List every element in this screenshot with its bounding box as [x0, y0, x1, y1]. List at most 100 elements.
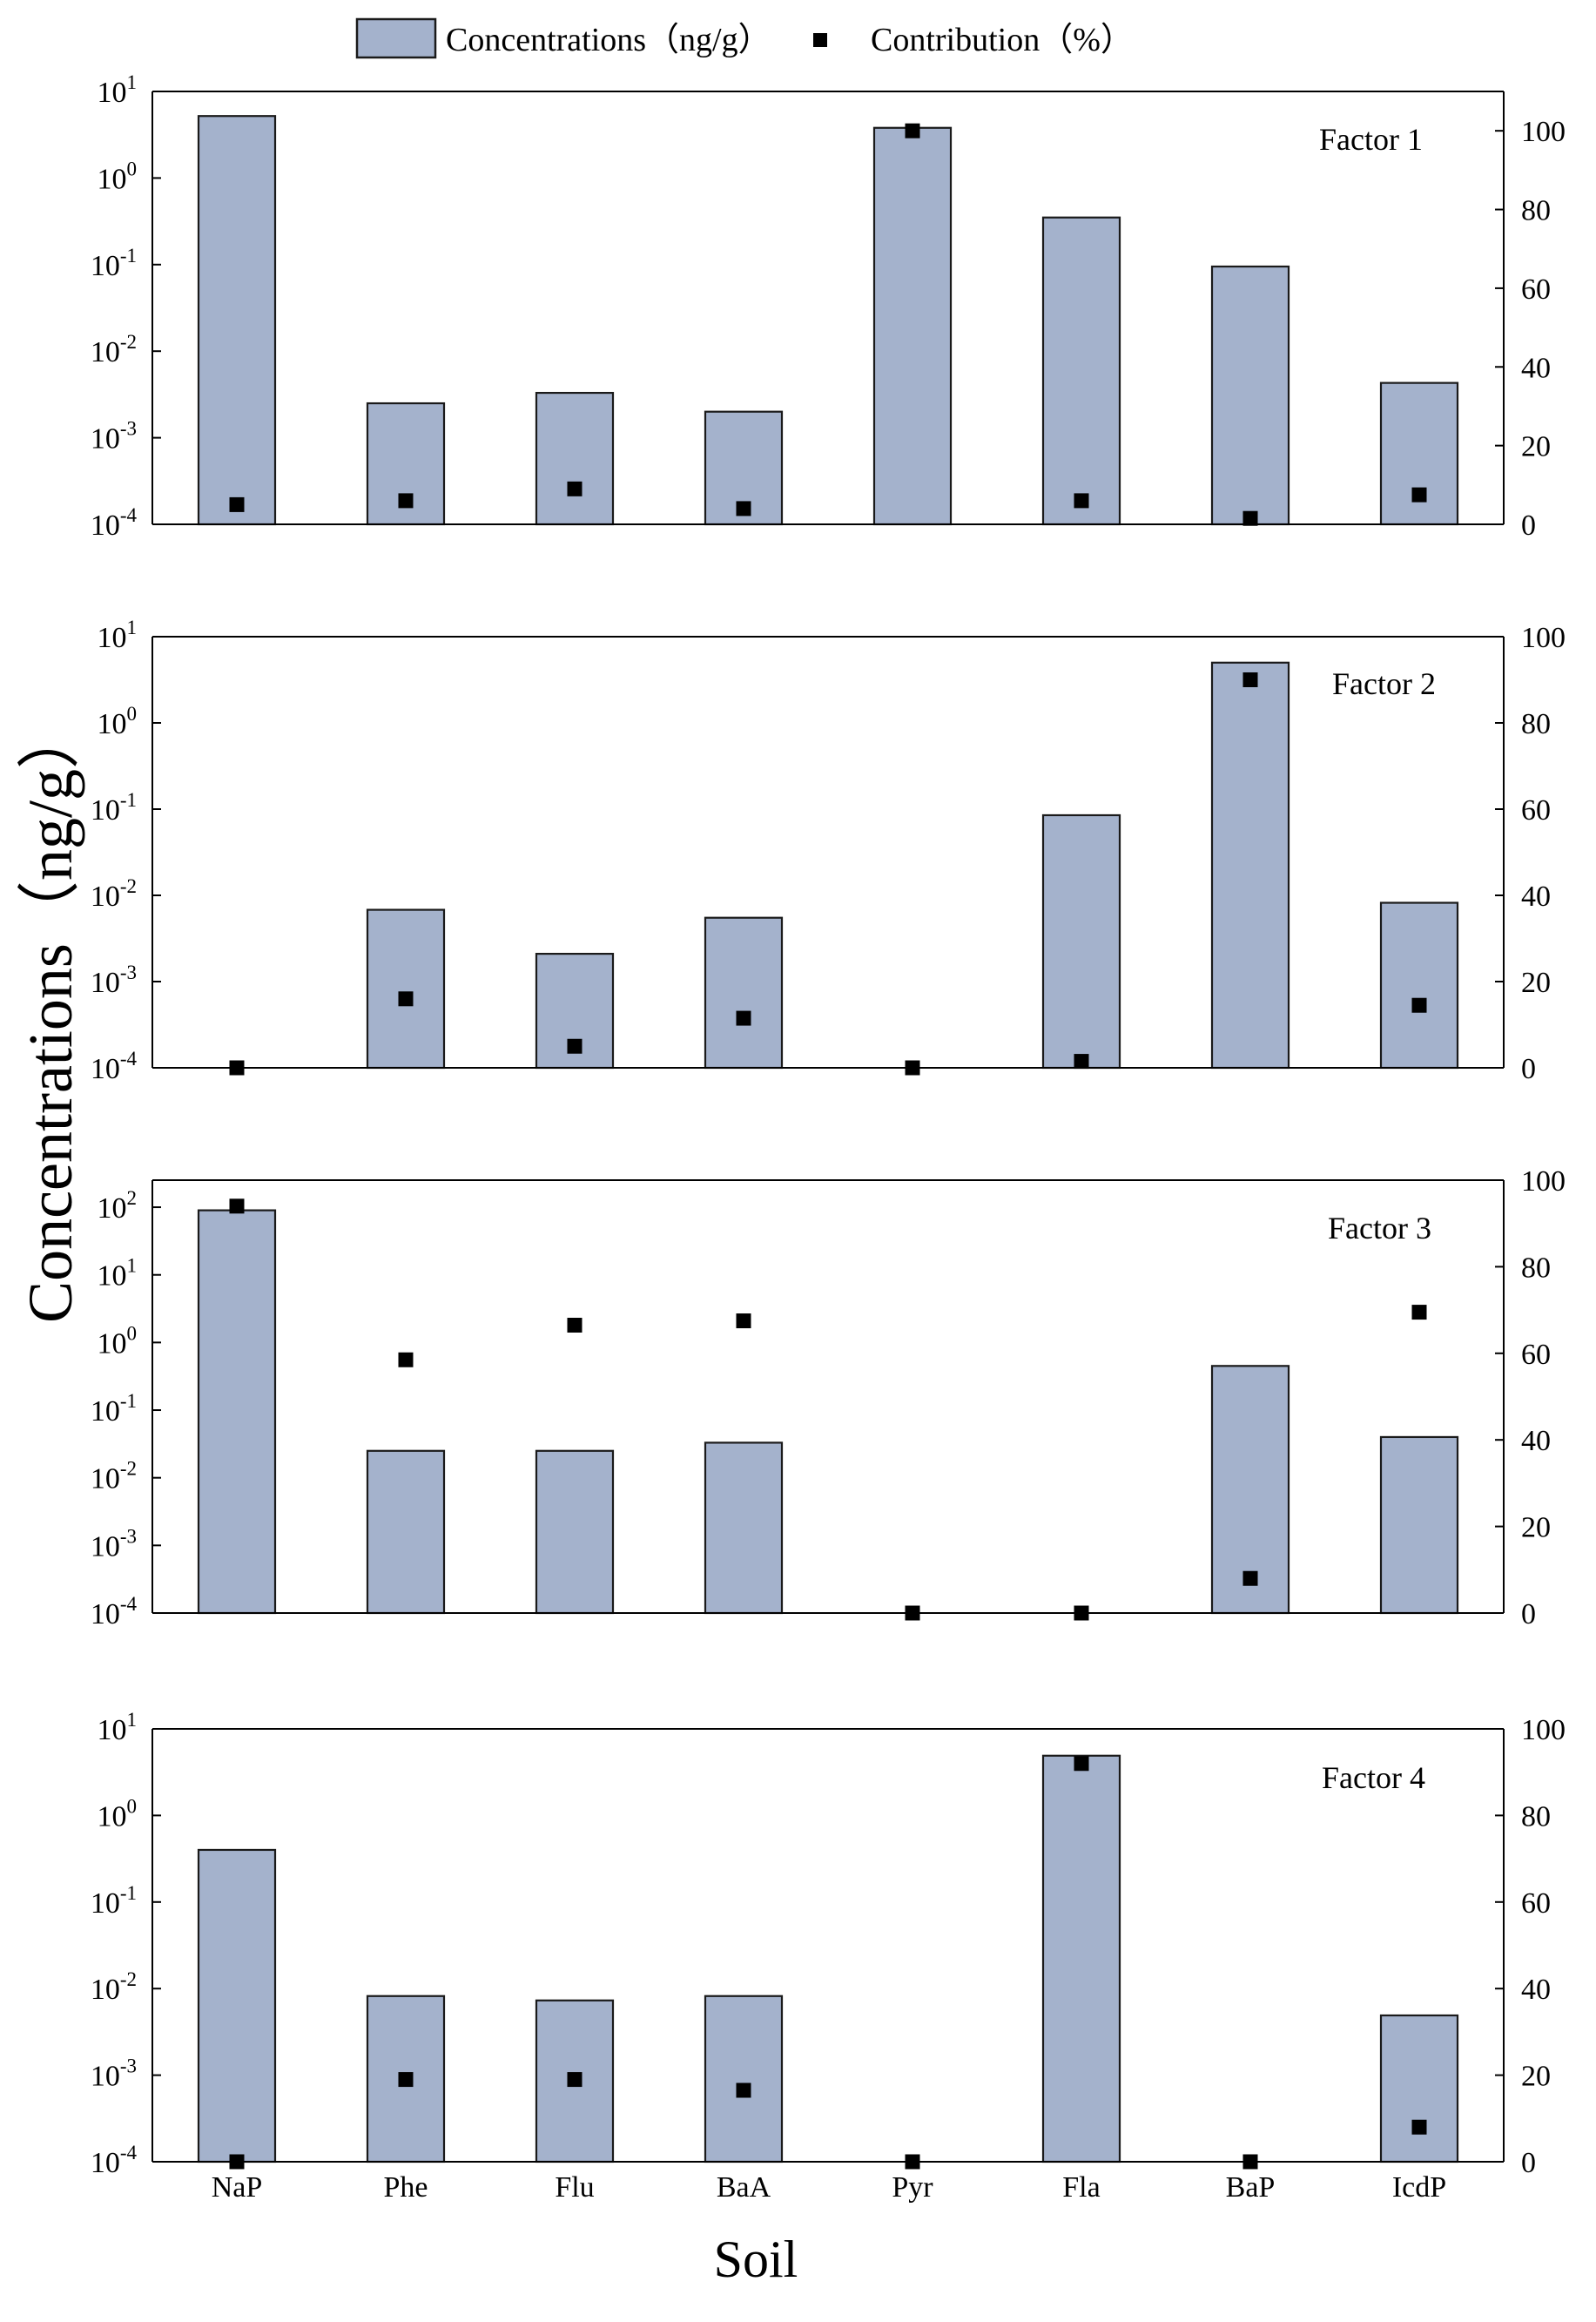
right-tick-label: 20	[1521, 1512, 1551, 1544]
right-tick-label: 0	[1521, 510, 1536, 542]
left-tick-label: 101	[98, 617, 138, 654]
bar-IcdP	[1379, 901, 1459, 1070]
factor-label: Factor 2	[1332, 666, 1436, 701]
legend: Concentrations（ng/g） Contribution（%）	[355, 17, 1134, 59]
y-axis-label: Concentrations（ng/g）	[16, 706, 85, 1323]
left-tick-label: 10-4	[91, 504, 138, 542]
right-tick-label: 20	[1521, 2061, 1551, 2093]
right-tick-label: 80	[1521, 1800, 1551, 1833]
marker-BaA	[736, 501, 751, 516]
panel-3: 102 101 100 10-1 10-2 10-3 10-4 0 20 40 60 80 100 Fac…	[91, 1165, 1566, 1630]
marker-IcdP	[1411, 997, 1427, 1013]
left-tick-label: 10-4	[91, 2142, 138, 2179]
left-tick-label: 10-2	[91, 1968, 137, 2006]
left-tick-label: 10-3	[91, 418, 137, 456]
marker-BaP	[1242, 672, 1258, 687]
bar-Fla	[1041, 813, 1121, 1070]
left-tick-label: 10-1	[91, 245, 137, 282]
marker-BaA	[736, 1313, 751, 1329]
category-labels: NaP Phe Flu BaA Pyr Fla BaP IcdP	[212, 2171, 1446, 2204]
right-tick-label: 0	[1521, 1598, 1536, 1630]
factor-label: Factor 3	[1328, 1211, 1431, 1245]
marker-IcdP	[1411, 1305, 1427, 1320]
marker-Fla	[1074, 1054, 1089, 1070]
marker-BaA	[736, 2082, 751, 2098]
left-tick-label: 10-4	[91, 1593, 138, 1630]
marker-IcdP	[1411, 2119, 1427, 2135]
left-tick-label: 10-1	[91, 1390, 137, 1428]
panels: 101 100 10-1 10-2 10-3 10-4 0 20 40 60 80 100 Factor…	[91, 71, 1566, 2204]
marker-Pyr	[905, 123, 920, 138]
bar-NaP	[197, 1848, 277, 2163]
panel-4: 101 100 10-1 10-2 10-3 10-4 0 20 40 60 80 100 Factor…	[91, 1709, 1566, 2179]
right-tick-label: 100	[1521, 1714, 1566, 1746]
right-tick-label: 80	[1521, 708, 1551, 740]
legend-label-concentrations: Concentrations（ng/g）	[446, 22, 771, 58]
category-label-BaP: BaP	[1226, 2171, 1276, 2204]
bar-BaP	[1210, 661, 1290, 1070]
left-tick-label: 10-3	[91, 1525, 137, 1563]
category-label-BaA: BaA	[717, 2171, 771, 2204]
bar-NaP	[197, 1209, 277, 1615]
right-tick-label: 40	[1521, 352, 1551, 384]
bar-Flu	[535, 1449, 615, 1615]
left-tick-label: 102	[98, 1187, 138, 1225]
marker-Phe	[398, 2072, 414, 2088]
bar-Fla	[1041, 216, 1121, 526]
bar-BaA	[704, 1995, 784, 2163]
right-tick-label: 20	[1521, 967, 1551, 999]
left-tick-label: 101	[98, 1709, 138, 1746]
left-tick-label: 10-1	[91, 789, 137, 827]
left-tick-label: 100	[98, 1322, 138, 1360]
bar-IcdP	[1379, 1435, 1459, 1615]
right-tick-label: 40	[1521, 1425, 1551, 1457]
marker-Flu	[567, 1038, 583, 1054]
bar-BaP	[1210, 265, 1290, 526]
marker-NaP	[229, 1198, 245, 1214]
legend-bar-swatch	[355, 17, 437, 59]
panel-2: 101 100 10-1 10-2 10-3 10-4 0 20 40 60 80 100 Factor…	[91, 617, 1566, 1085]
category-label-IcdP: IcdP	[1392, 2171, 1446, 2204]
right-tick-label: 0	[1521, 2147, 1536, 2179]
bar-Pyr	[872, 126, 953, 526]
legend-square-marker	[813, 33, 827, 47]
bar-Flu	[535, 391, 615, 526]
marker-Fla	[1074, 493, 1089, 509]
bar-Phe	[366, 1449, 446, 1615]
bar-Phe	[366, 908, 446, 1070]
right-tick-label: 80	[1521, 195, 1551, 227]
right-tick-label: 60	[1521, 273, 1551, 306]
category-label-Flu: Flu	[555, 2171, 594, 2204]
marker-BaP	[1242, 1570, 1258, 1586]
marker-BaP	[1242, 510, 1258, 526]
left-tick-label: 10-3	[91, 962, 137, 999]
right-tick-label: 40	[1521, 881, 1551, 913]
marker-Phe	[398, 991, 414, 1007]
right-tick-label: 60	[1521, 1339, 1551, 1371]
left-tick-label: 10-1	[91, 1882, 137, 1920]
marker-Phe	[398, 493, 414, 509]
bar-IcdP	[1379, 381, 1459, 526]
right-tick-label: 100	[1521, 1165, 1566, 1198]
right-tick-label: 40	[1521, 1974, 1551, 2006]
marker-Flu	[567, 1317, 583, 1333]
bar-IcdP	[1379, 2014, 1459, 2163]
left-tick-label: 10-4	[91, 1048, 138, 1085]
left-tick-label: 100	[98, 703, 138, 740]
right-tick-label: 60	[1521, 794, 1551, 827]
left-tick-label: 100	[98, 158, 138, 195]
legend-label-contribution: Contribution（%）	[871, 22, 1134, 58]
factor-label: Factor 4	[1322, 1760, 1425, 1795]
category-label-NaP: NaP	[212, 2171, 263, 2204]
marker-BaA	[736, 1010, 751, 1026]
bar-Fla	[1041, 1754, 1121, 2163]
left-tick-label: 10-2	[91, 1458, 137, 1495]
marker-NaP	[229, 496, 245, 512]
marker-Flu	[567, 2072, 583, 2088]
x-axis-label: Soil	[714, 2231, 798, 2288]
right-tick-label: 80	[1521, 1252, 1551, 1284]
panel-1: 101 100 10-1 10-2 10-3 10-4 0 20 40 60 80 100 Factor…	[91, 71, 1566, 542]
bar-BaA	[704, 916, 784, 1070]
right-tick-label: 60	[1521, 1887, 1551, 1920]
